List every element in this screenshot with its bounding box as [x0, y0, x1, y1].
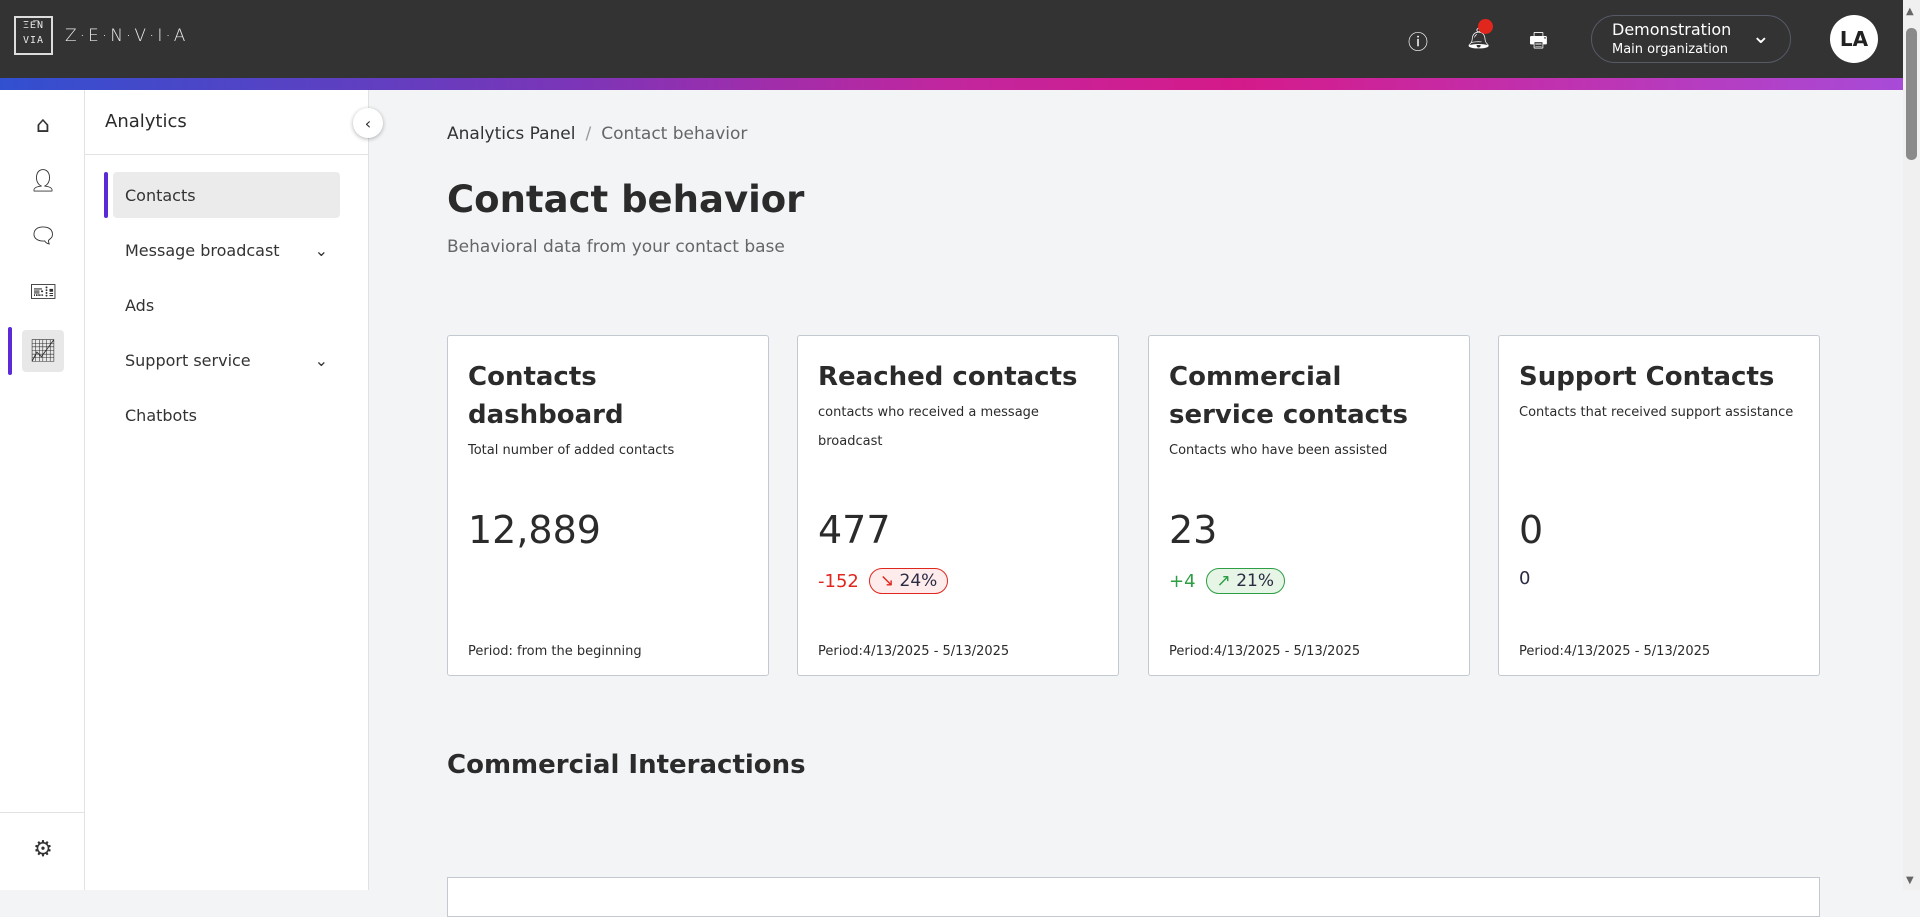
card-value: 12,889: [468, 508, 601, 552]
delta-value: +4: [1169, 570, 1196, 592]
sidebar-item-contacts[interactable]: Contacts: [104, 172, 340, 218]
breadcrumb-root-link[interactable]: Analytics Panel: [447, 124, 576, 144]
active-indicator: [8, 327, 12, 375]
sidebar-item-label: Chatbots: [125, 405, 197, 425]
arrow-down-right-icon: ↘: [879, 571, 895, 591]
page-subtitle: Behavioral data from your contact base: [447, 237, 785, 257]
user-icon[interactable]: 👤︎: [29, 168, 57, 194]
card-title: Contacts dashboard: [468, 362, 624, 430]
icon-rail: ⌂ 👤︎ 🗨 🎫︎ 📈︎ ⚙: [0, 90, 85, 890]
card-delta: 0: [1519, 568, 1530, 589]
arrow-up-right-icon: ↗: [1216, 571, 1231, 591]
scrollbar-thumb[interactable]: [1906, 28, 1917, 160]
logo-mark: ΞE͞N VIA: [14, 16, 53, 55]
card-description: Total number of added contacts: [468, 443, 675, 458]
card-description: Contacts that received support assistanc…: [1519, 405, 1794, 420]
org-sub: Main organization: [1612, 42, 1728, 57]
percent-value: 21%: [1236, 571, 1274, 591]
support-contacts-card: Support Contacts Contacts that received …: [1498, 335, 1820, 676]
percent-value: 24%: [899, 571, 938, 591]
printer-icon[interactable]: 🖶: [1529, 28, 1548, 52]
home-icon[interactable]: ⌂: [36, 112, 50, 138]
chevron-down-icon: ⌄: [314, 240, 328, 260]
sidebar-item-message-broadcast[interactable]: Message broadcast ⌄: [113, 227, 340, 273]
percent-badge: ↘ 24%: [868, 568, 949, 594]
page-title: Contact behavior: [447, 178, 805, 221]
org-name: Demonstration: [1612, 20, 1732, 39]
scroll-down-icon[interactable]: ▼: [1906, 875, 1914, 886]
sidebar-item-ads[interactable]: Ads: [113, 282, 340, 328]
analytics-icon[interactable]: 📈︎: [22, 330, 64, 372]
contacts-dashboard-card: Contacts dashboard Total number of added…: [447, 335, 769, 676]
avatar[interactable]: LA: [1830, 15, 1878, 63]
organization-selector[interactable]: Demonstration Main organization ⌄: [1591, 15, 1791, 63]
notification-badge: [1478, 19, 1493, 34]
card-value: 23: [1169, 508, 1218, 552]
help-icon[interactable]: ⓘ: [1408, 30, 1428, 54]
card-description: contacts who received a message broadcas…: [818, 405, 1039, 449]
card-title: Commercial service contacts: [1169, 362, 1408, 430]
gear-icon[interactable]: ⚙: [33, 836, 53, 862]
chevron-down-icon: ⌄: [314, 350, 328, 370]
ticket-icon[interactable]: 🎫︎: [29, 279, 57, 305]
breadcrumb-current: Contact behavior: [601, 124, 748, 144]
chevron-down-icon: ⌄: [1751, 24, 1770, 49]
sidebar-title: Analytics: [85, 90, 368, 155]
sidebar-item-label: Ads: [125, 295, 155, 315]
delta-value: -152: [818, 570, 859, 592]
card-period: Period:4/13/2025 - 5/13/2025: [1519, 644, 1711, 659]
scroll-up-icon[interactable]: ▲: [1906, 6, 1914, 17]
card-period: Period:4/13/2025 - 5/13/2025: [818, 644, 1010, 659]
chat-icon[interactable]: 🗨: [29, 223, 57, 249]
brand-name: Z·E·N·V·I·A: [65, 25, 189, 46]
zenvia-logo[interactable]: ΞE͞N VIA Z·E·N·V·I·A: [14, 16, 188, 55]
top-bar: ΞE͞N VIA Z·E·N·V·I·A ⓘ 🔔︎ 🖶 Demonstration…: [0, 0, 1903, 78]
commercial-interactions-panel: [447, 877, 1820, 917]
card-title: Reached contacts: [818, 362, 1078, 392]
card-period: Period: from the beginning: [468, 644, 642, 659]
card-value: 0: [1519, 508, 1544, 552]
card-title: Support Contacts: [1519, 362, 1775, 392]
reached-contacts-card: Reached contacts contacts who received a…: [797, 335, 1119, 676]
scrollbar[interactable]: ▲ ▼: [1903, 0, 1920, 890]
sidebar-item-label: Message broadcast: [125, 240, 280, 260]
breadcrumb: Analytics Panel / Contact behavior: [447, 124, 747, 144]
collapse-sidebar-button[interactable]: ‹: [353, 108, 383, 138]
sidebar-item-label: Support service: [125, 350, 251, 370]
card-period: Period:4/13/2025 - 5/13/2025: [1169, 644, 1361, 659]
card-delta: -152 ↘ 24%: [818, 568, 949, 594]
delta-value: 0: [1519, 568, 1531, 589]
analytics-sidebar: Analytics ‹ Contacts Message broadcast ⌄ …: [85, 90, 383, 890]
sidebar-item-chatbots[interactable]: Chatbots: [113, 392, 340, 438]
gradient-bar: [0, 78, 1903, 90]
sidebar-item-support-service[interactable]: Support service ⌄: [113, 337, 340, 383]
card-description: Contacts who have been assisted: [1169, 443, 1388, 458]
divider: [0, 812, 85, 813]
breadcrumb-separator: /: [585, 124, 592, 144]
sidebar-item-label: Contacts: [125, 185, 196, 205]
section-title: Commercial Interactions: [447, 750, 806, 780]
commercial-service-contacts-card: Commercial service contacts Contacts who…: [1148, 335, 1470, 676]
card-value: 477: [818, 508, 891, 552]
percent-badge: ↗ 21%: [1205, 568, 1285, 594]
card-delta: +4 ↗ 21%: [1169, 568, 1285, 594]
active-indicator: [104, 172, 108, 218]
